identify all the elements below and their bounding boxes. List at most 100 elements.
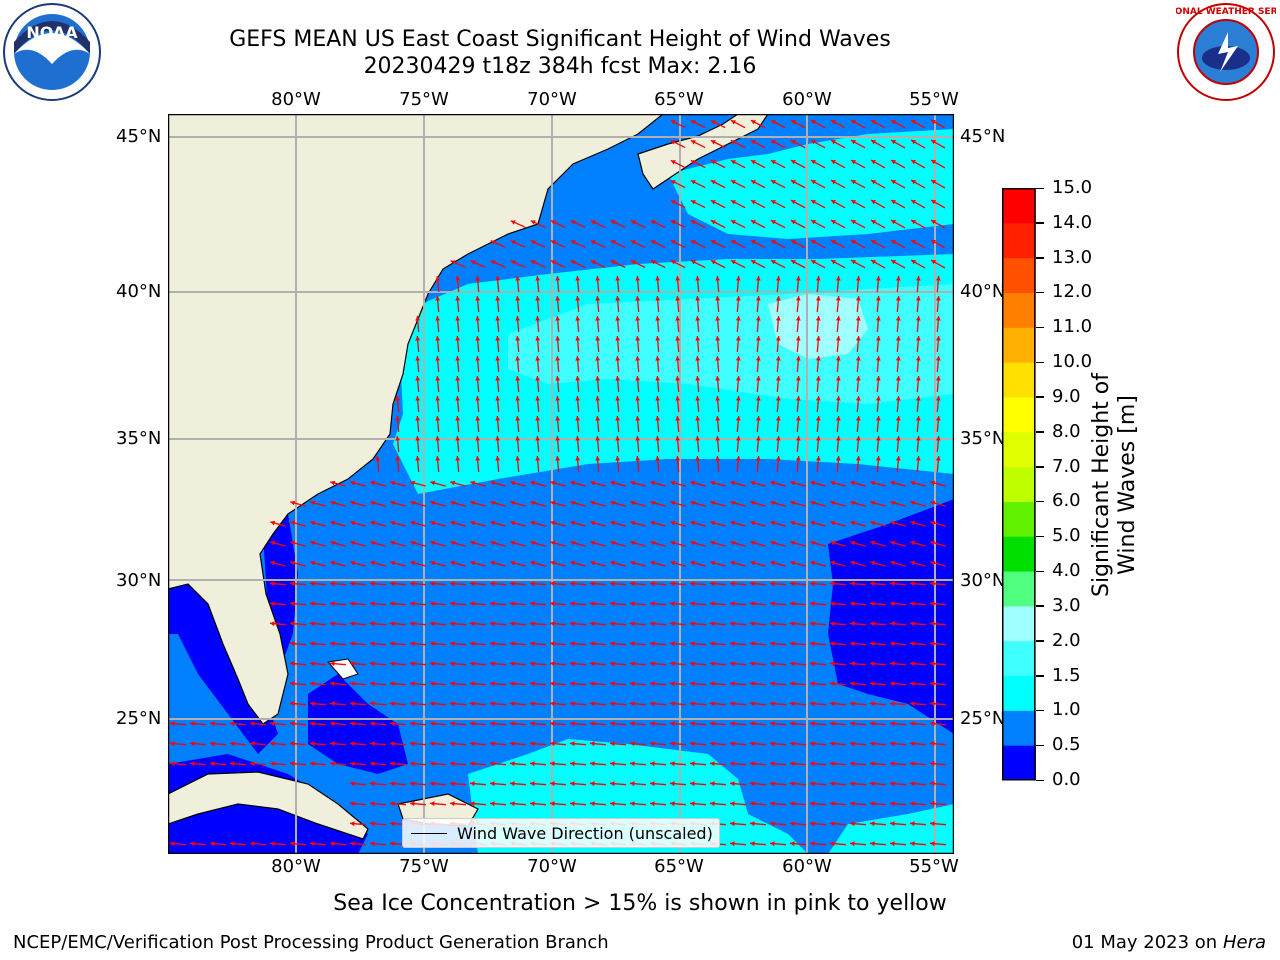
wave-arrow bbox=[615, 355, 621, 373]
wave-arrow bbox=[829, 801, 847, 807]
wave-arrow bbox=[855, 415, 861, 433]
wave-arrow bbox=[770, 119, 786, 129]
wave-arrow bbox=[750, 159, 766, 169]
wave-arrow bbox=[789, 681, 807, 687]
land-north-america bbox=[168, 114, 664, 725]
wave-arrow bbox=[869, 781, 887, 787]
wave-arrow bbox=[835, 375, 841, 393]
wave-arrow bbox=[670, 159, 686, 169]
wave-arrow bbox=[770, 480, 786, 487]
wave-arrow bbox=[535, 295, 541, 313]
wave-arrow bbox=[469, 761, 487, 767]
wave-arrow bbox=[669, 701, 687, 707]
wave-arrow bbox=[669, 581, 687, 587]
wave-arrow bbox=[329, 601, 347, 607]
wave-arrow bbox=[650, 259, 666, 269]
wave-arrow bbox=[909, 721, 927, 727]
wave-arrow bbox=[475, 455, 481, 473]
wave-arrow bbox=[929, 621, 947, 627]
wave-arrow bbox=[835, 435, 841, 453]
wave-arrow bbox=[815, 455, 821, 473]
colorbar-tick-label: 5.0 bbox=[1052, 525, 1081, 547]
colorbar-segment bbox=[1002, 605, 1036, 642]
wave-arrow bbox=[590, 500, 606, 507]
wave-arrow bbox=[350, 560, 366, 567]
wave-arrow bbox=[910, 139, 926, 149]
wave-arrow bbox=[410, 560, 426, 567]
wave-arrow bbox=[635, 455, 641, 473]
wave-arrow bbox=[589, 801, 607, 807]
wave-arrow bbox=[869, 741, 887, 747]
wave-arrow bbox=[575, 455, 581, 473]
wave-arrow bbox=[835, 395, 841, 413]
wave-arrow bbox=[429, 801, 447, 807]
wave-arrow bbox=[629, 741, 647, 747]
wave-arrow bbox=[870, 219, 886, 229]
wave-arrow bbox=[690, 219, 706, 229]
wave-arrow bbox=[670, 480, 686, 487]
wave-arrow bbox=[609, 661, 627, 667]
wave-arrow bbox=[909, 681, 927, 687]
wave-arrow bbox=[729, 681, 747, 687]
wave-arrow bbox=[495, 375, 501, 393]
wave-arrow bbox=[469, 701, 487, 707]
wave-arrow bbox=[795, 455, 801, 473]
wave-arrow bbox=[475, 415, 481, 433]
wave-arrow bbox=[790, 259, 806, 269]
wave-arrow bbox=[555, 315, 561, 333]
wave-arrow bbox=[790, 119, 806, 129]
wave-arrow bbox=[929, 821, 947, 827]
wave-arrow bbox=[529, 601, 547, 607]
wave-arrow bbox=[350, 500, 366, 507]
wave-arrow bbox=[309, 741, 327, 747]
wave-arrow bbox=[609, 681, 627, 687]
wave-arrow bbox=[789, 841, 807, 847]
wave-arrow bbox=[589, 741, 607, 747]
wave-arrow bbox=[830, 179, 846, 189]
colorbar-tick bbox=[1036, 709, 1044, 712]
wave-arrow bbox=[850, 480, 866, 487]
wave-arrow bbox=[695, 395, 701, 413]
wave-arrow bbox=[755, 295, 761, 313]
wave-arrow bbox=[649, 781, 667, 787]
wave-arrow bbox=[490, 500, 506, 507]
wave-arrow bbox=[910, 119, 926, 129]
wave-arrow bbox=[569, 801, 587, 807]
wave-arrow bbox=[629, 781, 647, 787]
wave-arrow bbox=[515, 355, 521, 373]
colorbar-tick-label: 11.0 bbox=[1052, 316, 1093, 338]
wave-arrow bbox=[769, 841, 787, 847]
wave-arrow bbox=[369, 801, 387, 807]
wave-arrow bbox=[889, 701, 907, 707]
wave-arrow bbox=[935, 395, 941, 413]
wave-arrow bbox=[455, 415, 461, 433]
wave-arrow bbox=[730, 520, 746, 527]
wave-arrow bbox=[249, 841, 267, 847]
wave-arrow bbox=[509, 661, 527, 667]
wave-arrow bbox=[569, 621, 587, 627]
wave-arrow bbox=[770, 219, 786, 229]
wave-arrow bbox=[929, 581, 947, 587]
wave-arrow bbox=[729, 701, 747, 707]
wave-arrow bbox=[850, 159, 866, 169]
wave-arrow bbox=[435, 435, 441, 453]
wave-arrow bbox=[709, 781, 727, 787]
wave-arrow bbox=[909, 641, 927, 647]
wave-arrow bbox=[749, 801, 767, 807]
wave-arrow bbox=[729, 661, 747, 667]
wave-arrow bbox=[695, 275, 701, 293]
wave-arrow bbox=[530, 540, 546, 547]
wave-arrow bbox=[730, 139, 746, 149]
wave-arrow bbox=[735, 315, 741, 333]
wave-arrow bbox=[769, 721, 787, 727]
wave-arrow bbox=[229, 761, 247, 767]
wave-arrow bbox=[830, 219, 846, 229]
wave-arrow bbox=[715, 355, 721, 373]
wave-arrow bbox=[410, 540, 426, 547]
wave-arrow bbox=[929, 641, 947, 647]
wave-arrow bbox=[249, 721, 267, 727]
wave-arrow bbox=[389, 621, 407, 627]
wave-arrow bbox=[289, 601, 307, 607]
wave-arrow bbox=[389, 581, 407, 587]
wave-arrow bbox=[589, 681, 607, 687]
